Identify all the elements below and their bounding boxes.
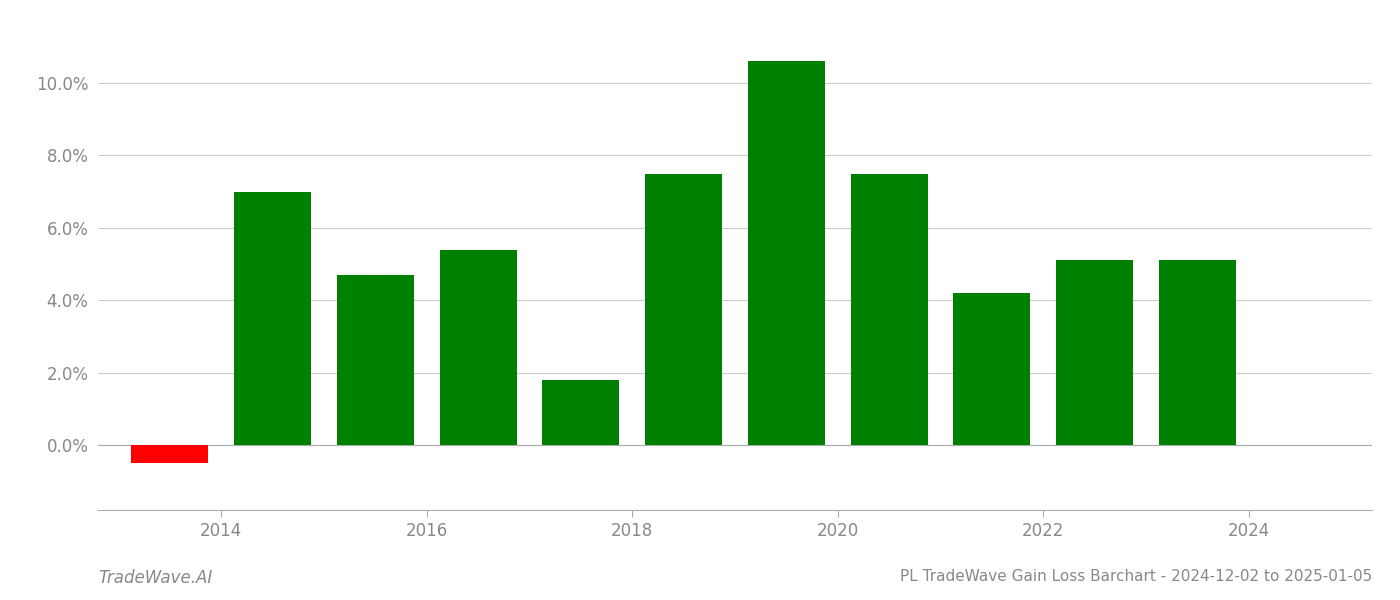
Bar	[542, 380, 619, 445]
Bar	[1056, 260, 1133, 445]
Text: PL TradeWave Gain Loss Barchart - 2024-12-02 to 2025-01-05: PL TradeWave Gain Loss Barchart - 2024-1…	[900, 569, 1372, 584]
Bar	[1159, 260, 1236, 445]
Bar	[440, 250, 517, 445]
Bar	[645, 173, 722, 445]
Bar	[337, 275, 414, 445]
Text: TradeWave.AI: TradeWave.AI	[98, 569, 213, 587]
Bar	[851, 173, 928, 445]
Bar	[132, 445, 209, 463]
Bar	[953, 293, 1030, 445]
Bar	[234, 191, 311, 445]
Bar	[748, 61, 825, 445]
